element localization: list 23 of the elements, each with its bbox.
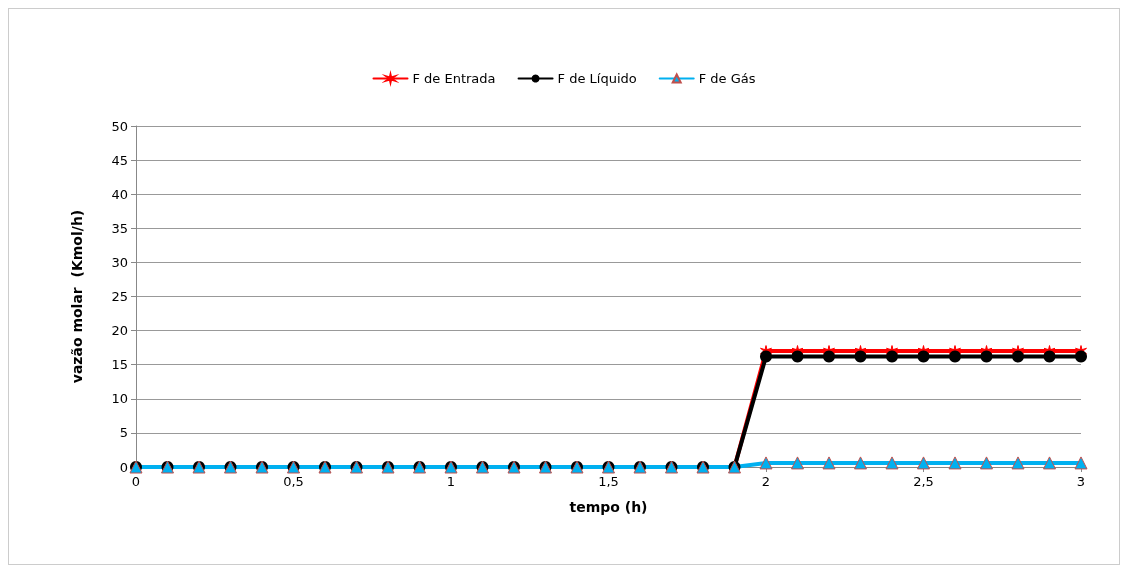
y-tick-label: 35 — [111, 220, 128, 236]
y-tick-label: 0 — [119, 459, 128, 475]
y-tick-label: 20 — [111, 323, 128, 339]
y-tick-label: 50 — [111, 118, 128, 134]
x-tick-label: 0 — [131, 474, 141, 489]
y-tick-label: 15 — [111, 357, 128, 373]
x-tick-label: 0,5 — [283, 474, 304, 489]
y-tick-label: 10 — [111, 391, 128, 407]
y-tick-label: 40 — [111, 186, 128, 202]
y-tick-label: 30 — [111, 254, 128, 270]
y-tick-label: 5 — [119, 425, 128, 441]
x-axis-title: tempo (h) — [569, 499, 648, 515]
y-axis-title: vazão molar (Kmol/h) — [69, 209, 85, 384]
x-tick-label: 1,5 — [598, 474, 619, 489]
y-tick-label: 25 — [111, 289, 128, 304]
x-tick-label: 3 — [1076, 474, 1086, 489]
legend-label: F de Líquido — [557, 71, 637, 86]
x-tick-label: 1 — [446, 474, 456, 489]
legend-label: F de Gás — [698, 71, 756, 86]
x-tick-label: 2,5 — [913, 474, 934, 489]
x-tick-label: 2 — [761, 474, 771, 489]
legend-label: F de Entrada — [412, 71, 496, 86]
y-tick-label: 45 — [111, 152, 128, 168]
